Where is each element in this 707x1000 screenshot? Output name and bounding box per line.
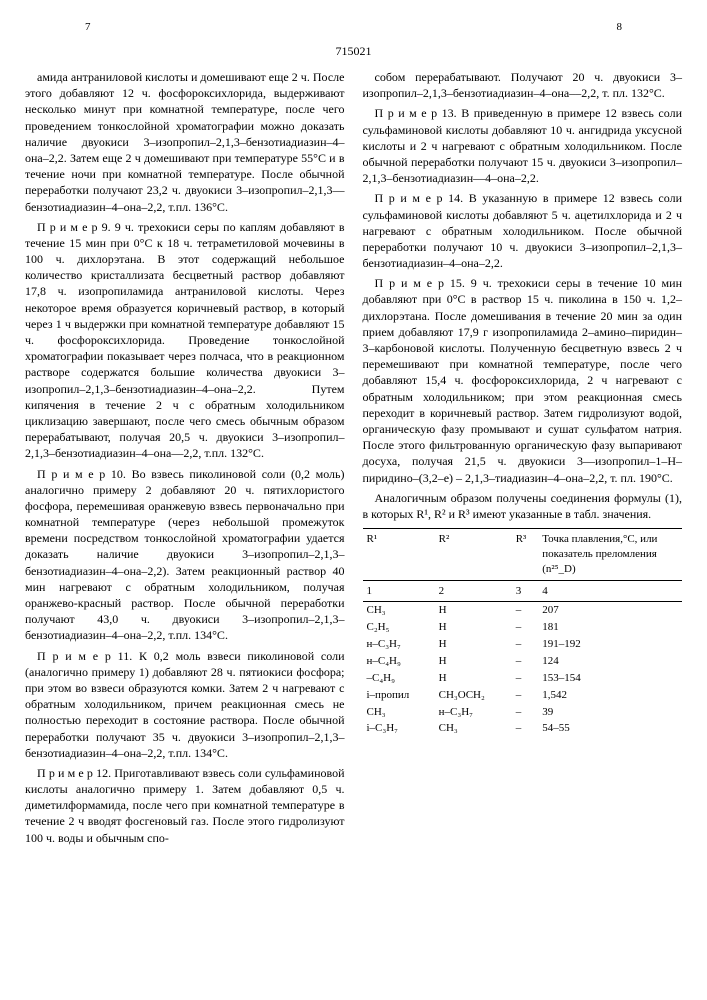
table-row: CH₃H–207 <box>363 602 683 619</box>
table-row: н–C₄H₉H–124 <box>363 653 683 670</box>
table-row: –C₄H₉H–153–154 <box>363 670 683 687</box>
th: R³ <box>512 529 539 581</box>
table-row: i–пропилCH₃OCH₂–1,542 <box>363 687 683 704</box>
table-row: C₂H₅H–181 <box>363 619 683 636</box>
data-table: R¹ R² R³ Точка плавления,°С, или показат… <box>363 528 683 737</box>
para: П р и м е р 13. В приведенную в примере … <box>363 105 683 186</box>
left-column: амида антраниловой кислоты и домешивают … <box>25 69 345 850</box>
patent-number: 715021 <box>25 43 682 59</box>
th: R¹ <box>363 529 435 581</box>
page-num-left: 7 <box>85 20 91 35</box>
page-header: 7 8 <box>25 20 682 35</box>
th: 3 <box>512 580 539 602</box>
para: Аналогичным образом получены соединения … <box>363 490 683 522</box>
para: П р и м е р 14. В указанную в примере 12… <box>363 190 683 271</box>
th: R² <box>435 529 512 581</box>
th: 1 <box>363 580 435 602</box>
para: П р и м е р 9. 9 ч. трехокиси серы по ка… <box>25 219 345 462</box>
table-header-row: R¹ R² R³ Точка плавления,°С, или показат… <box>363 529 683 581</box>
page-num-right: 8 <box>617 20 623 35</box>
table-row: i–C₃H₇CH₃–54–55 <box>363 720 683 737</box>
th: 4 <box>538 580 682 602</box>
table-row: CH₃н–C₃H₇–39 <box>363 704 683 721</box>
th: 2 <box>435 580 512 602</box>
para: амида антраниловой кислоты и домешивают … <box>25 69 345 215</box>
para: П р и м е р 12. Приготавливают взвесь со… <box>25 765 345 846</box>
para: П р и м е р 15. 9 ч. трехокиси серы в те… <box>363 275 683 485</box>
page: 7 8 715021 амида антраниловой кислоты и … <box>25 20 682 850</box>
text-columns: амида антраниловой кислоты и домешивают … <box>25 69 682 850</box>
table-row: н–C₃H₇H–191–192 <box>363 636 683 653</box>
para: П р и м е р 11. К 0,2 моль взвеси пиколи… <box>25 648 345 761</box>
table-subheader-row: 1 2 3 4 <box>363 580 683 602</box>
para: П р и м е р 10. Во взвесь пиколиновой со… <box>25 466 345 644</box>
th: Точка плавления,°С, или показатель прело… <box>538 529 682 581</box>
right-column: собом перерабатывают. Получают 20 ч. дву… <box>363 69 683 850</box>
para: собом перерабатывают. Получают 20 ч. дву… <box>363 69 683 101</box>
